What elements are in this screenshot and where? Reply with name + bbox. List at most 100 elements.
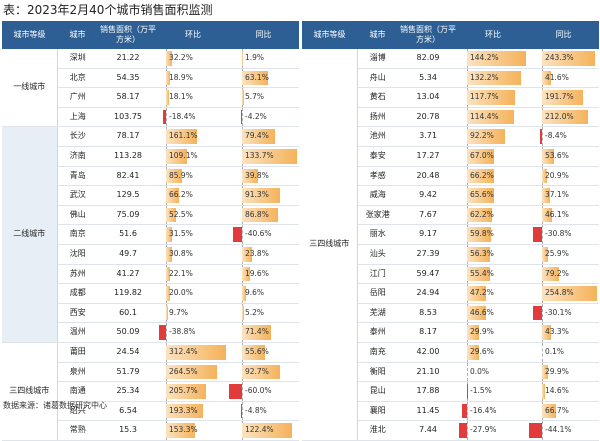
mom-axis [467,382,468,401]
yoy-cell: -30.1% [528,303,599,323]
mom-cell: 56.3% [458,244,528,264]
mom-cell: 66.2% [158,186,228,206]
yoy-axis [542,127,543,146]
yoy-label: -44.1% [545,421,572,440]
mom-label: 109.1% [169,147,198,166]
yoy-cell: 39.8% [228,166,299,186]
area-cell: 24.94 [398,284,458,304]
yoy-label: 5.2% [245,304,264,323]
yoy-label: 19.6% [245,265,269,284]
mom-cell: 52.5% [158,205,228,225]
header-area: 销售面积（万平方米） [98,21,158,49]
mom-axis [467,402,468,421]
yoy-bar [241,110,242,125]
mom-label: 0.0% [470,363,489,382]
city-cell: 温州 [57,323,98,343]
mom-label: 18.9% [169,69,193,88]
area-cell: 20.48 [398,166,458,186]
area-cell: 17.88 [398,382,458,402]
mom-cell: 29.9% [458,323,528,343]
city-cell: 西安 [57,303,98,323]
yoy-axis [542,421,543,440]
yoy-bar [229,384,242,399]
yoy-bar [241,404,242,419]
area-cell: 58.17 [98,88,158,108]
tier-cell: 二线城市 [2,127,57,343]
mom-label: 56.3% [470,245,494,264]
yoy-cell: 5.7% [228,88,299,108]
yoy-cell: 46.1% [528,205,599,225]
yoy-cell: 1.9% [228,49,299,68]
city-cell: 长沙 [57,127,98,147]
city-cell: 芜湖 [357,303,398,323]
mom-label: -16.4% [470,402,497,421]
area-cell: 59.47 [398,264,458,284]
yoy-label: 43.3% [545,323,569,342]
area-cell: 20.78 [398,107,458,127]
yoy-label: 53.6% [545,147,569,166]
yoy-label: -30.8% [545,225,572,244]
mom-cell: 9.7% [158,303,228,323]
city-cell: 沈阳 [57,244,98,264]
city-cell: 苏州 [57,264,98,284]
mom-label: 161.1% [169,127,198,146]
mom-label: 29.6% [470,343,494,362]
yoy-cell: 9.6% [228,284,299,304]
mom-cell: 20.0% [158,284,228,304]
area-cell: 6.54 [98,401,158,421]
city-cell: 襄阳 [357,401,398,421]
area-cell: 51.6 [98,225,158,245]
yoy-cell: 0.1% [528,342,599,362]
area-cell: 11.45 [398,401,458,421]
mom-label: 18.1% [169,88,193,107]
area-cell: 103.75 [98,107,158,127]
mom-label: -27.9% [470,421,497,440]
mom-label: 47.2% [470,284,494,303]
header-tier: 城市等级 [2,21,57,49]
yoy-label: 79.2% [545,265,569,284]
mom-label: 264.5% [169,363,198,382]
mom-cell: 117.7% [458,88,528,108]
mom-cell: 264.5% [158,362,228,382]
yoy-cell: 14.6% [528,382,599,402]
mom-cell: 92.2% [458,127,528,147]
tier-cell: 三四线城市 [2,342,57,440]
mom-cell: 22.1% [158,264,228,284]
yoy-axis [242,382,243,401]
yoy-label: 191.7% [545,88,574,107]
mom-label: 193.3% [169,402,198,421]
yoy-label: -4.2% [245,108,267,127]
city-cell: 济南 [57,146,98,166]
mom-cell: 0.0% [458,362,528,382]
area-cell: 5.34 [398,68,458,88]
header-tier: 城市等级 [302,21,357,49]
area-cell: 15.3 [98,421,158,441]
city-cell: 汕头 [357,244,398,264]
yoy-bar [533,306,542,321]
mom-label: 66.2% [470,167,494,186]
yoy-label: 243.3% [545,49,574,68]
yoy-cell: 43.3% [528,323,599,343]
tier-cell: 三四线城市 [302,49,357,440]
city-cell: 北京 [57,68,98,88]
yoy-cell: 23.8% [228,244,299,264]
yoy-label: 37.1% [545,186,569,205]
mom-label: 153.3% [169,421,198,440]
area-cell: 82.41 [98,166,158,186]
mom-bar [459,423,467,438]
yoy-label: 20.9% [545,167,569,186]
yoy-cell: -44.1% [528,421,599,441]
area-cell: 7.67 [398,205,458,225]
city-cell: 莆田 [57,342,98,362]
area-cell: 119.82 [98,284,158,304]
mom-axis [166,323,167,342]
source-note: 数据来源：诸葛数据研究中心 [3,400,107,412]
mom-cell: 161.1% [158,127,228,147]
mom-cell: 312.4% [158,342,228,362]
mom-cell: 18.1% [158,88,228,108]
city-cell: 泉州 [57,362,98,382]
